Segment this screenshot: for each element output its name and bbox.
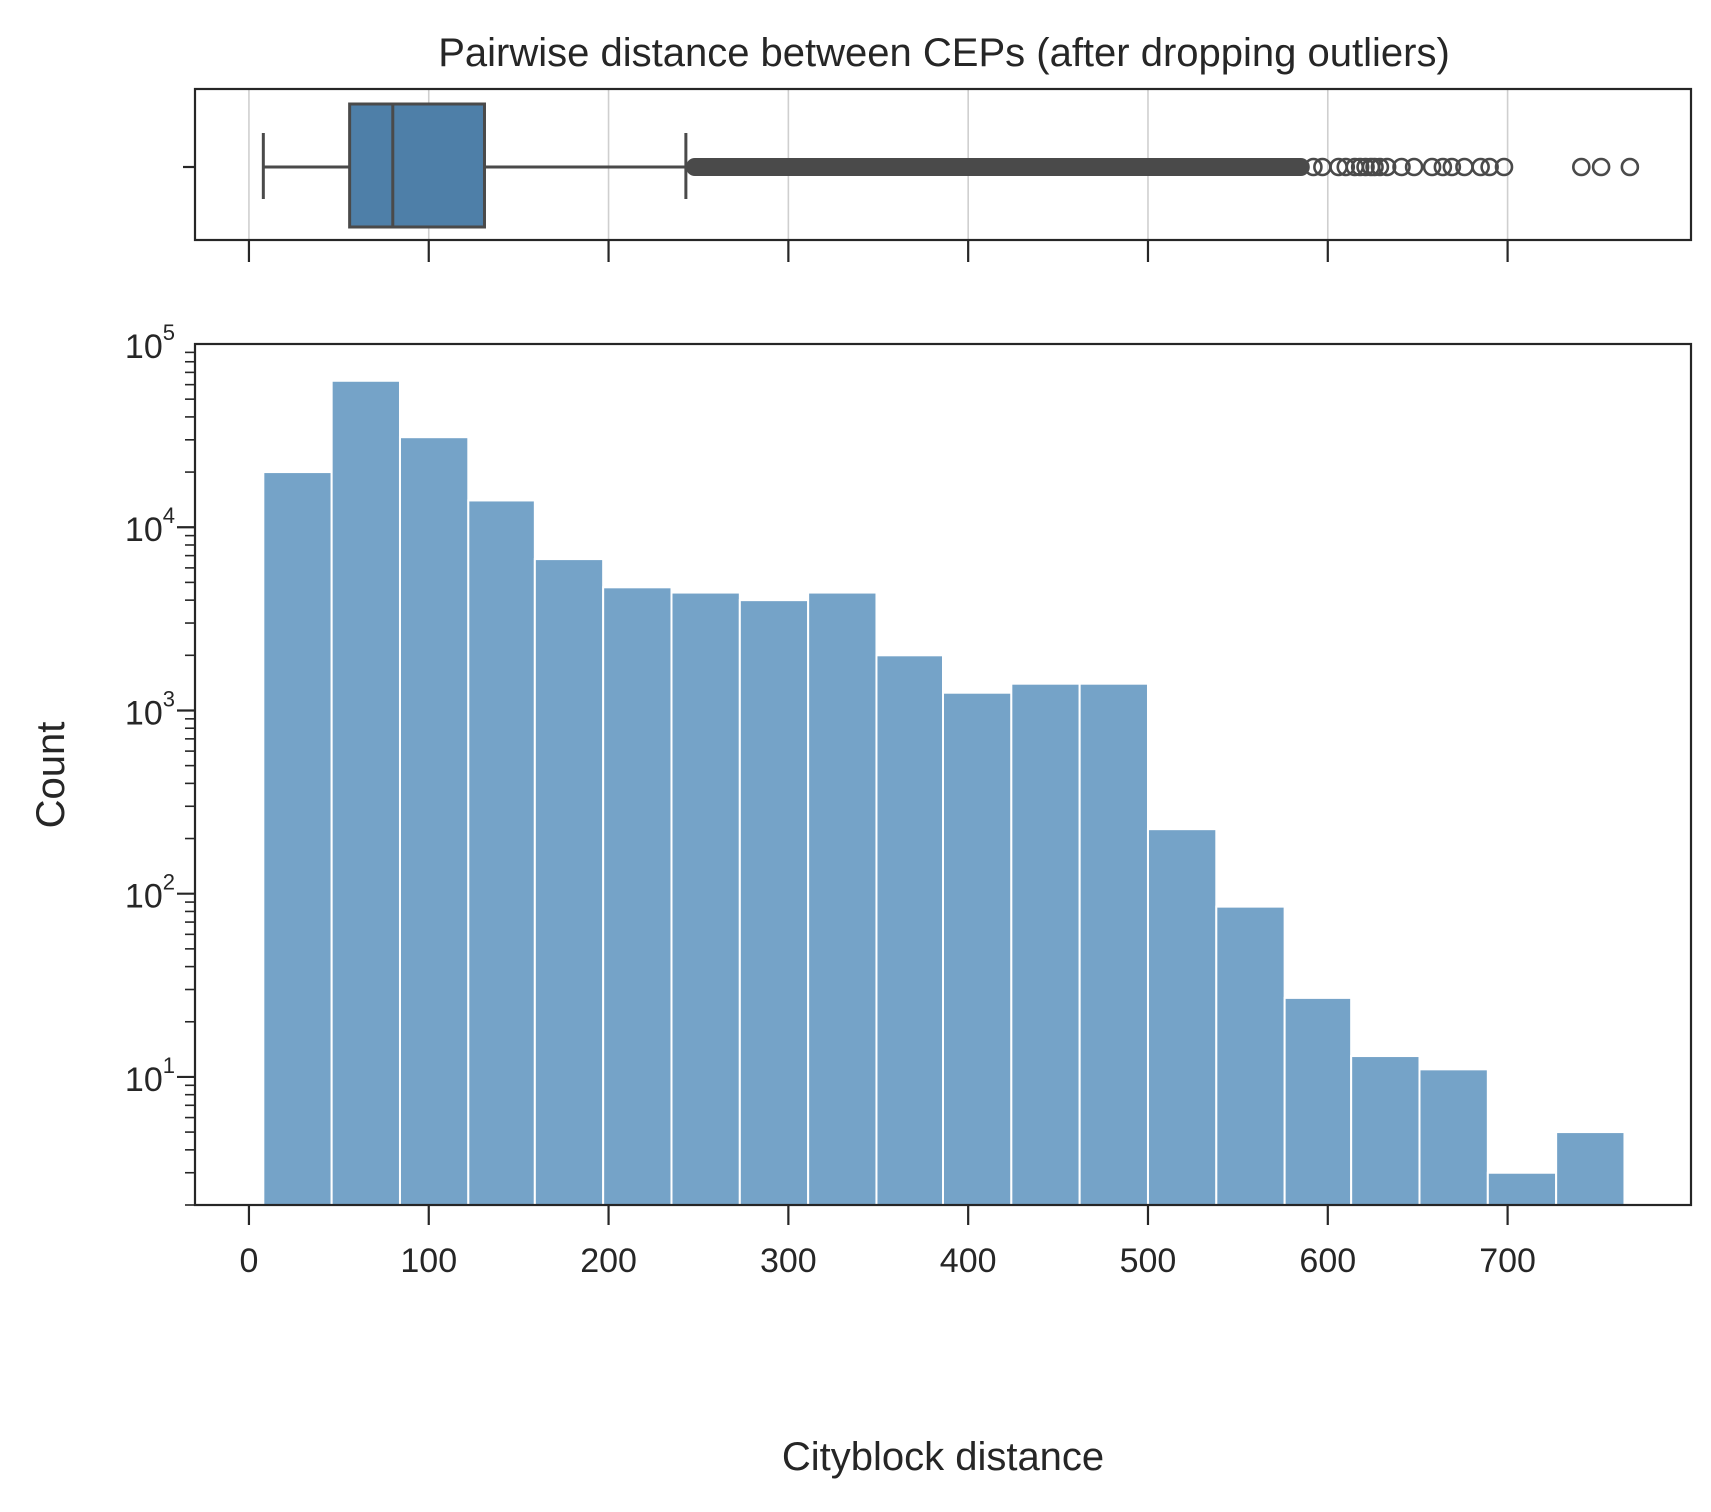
histogram-bar [1078,682,1149,1206]
y-tick-label-base: 10 [125,1061,163,1099]
histogram-bar [1486,1171,1558,1206]
outlier-point [1365,157,1384,177]
boxplot-marks [261,102,1640,229]
y-tick-label-exponent: 1 [163,1053,175,1078]
histogram-x-ticks: 0 100 200 300 400 500 600 700 [239,1205,1536,1280]
histogram-bar [670,591,741,1206]
outlier-point [1370,157,1390,177]
outlier-point [1433,157,1453,177]
y-tick-label: 105 [125,320,175,366]
histogram-bar [738,599,810,1206]
x-tick-label: 0 [239,1242,258,1280]
histogram-bar [1555,1131,1626,1207]
boxplot-frame [193,87,1693,242]
boxplot-panel: Pairwise distance between CEPs (after dr… [183,31,1693,262]
x-tick-label: 600 [1299,1242,1356,1280]
outlier-point [1356,157,1375,177]
chart-title: Pairwise distance between CEPs (after dr… [438,31,1450,75]
histogram-bar [330,379,401,1206]
outlier-point [1404,157,1424,177]
outlier-point [1572,157,1591,177]
histogram-bar [875,654,944,1206]
histogram-bar [942,691,1013,1206]
histogram-bar [398,436,470,1207]
outlier-point [1494,157,1514,177]
histogram-bar [1418,1068,1489,1207]
histogram-bar [1010,682,1081,1206]
histogram-bar [262,471,333,1206]
x-tick-label: 400 [940,1242,997,1280]
histogram-bars [262,379,1626,1207]
x-tick-label: 300 [760,1242,817,1280]
y-tick-label-base: 10 [125,878,163,916]
outlier-point [1591,157,1611,177]
y-tick-label-base: 10 [125,511,163,549]
histogram-frame [193,342,1693,1207]
outlier-point [1336,157,1356,177]
outlier-point [1392,157,1411,177]
histogram-bar [467,499,536,1206]
y-tick-label: 102 [125,870,175,916]
outlier-point [1304,157,1323,177]
y-tick-label: 101 [125,1053,175,1099]
x-tick-label: 500 [1120,1242,1177,1280]
y-tick-label-base: 10 [125,328,163,366]
x-tick-label: 700 [1479,1242,1536,1280]
outlier-band [685,158,1310,176]
y-tick-label-exponent: 5 [163,320,175,345]
y-axis-label: Count [29,722,73,829]
interquartile-box [348,102,486,229]
histogram-bar [602,586,673,1206]
histogram-bar [1146,828,1218,1206]
x-tick-label: 200 [580,1242,637,1280]
outlier-point [1620,157,1640,177]
histogram-bar [533,558,605,1206]
outlier-point [1442,157,1462,177]
y-tick-label: 104 [125,503,175,549]
x-axis-label: Cityblock distance [782,1435,1104,1479]
y-tick-label-exponent: 2 [163,870,175,895]
outlier-point [1480,157,1499,177]
outlier-point [1377,157,1397,177]
boxplot-x-ticks [247,240,1509,262]
histogram-bar [1350,1055,1421,1207]
histogram-bar [1283,996,1353,1206]
x-tick-label: 100 [400,1242,457,1280]
outlier-point [1471,157,1490,177]
y-tick-label-exponent: 3 [163,686,175,711]
histogram-bar [807,591,878,1206]
y-tick-label: 103 [125,686,175,732]
outlier-point [1422,157,1442,177]
outlier-point [1350,157,1370,177]
y-tick-label-exponent: 4 [163,503,175,528]
y-tick-label-base: 10 [125,694,163,732]
histogram-bar [1215,905,1286,1206]
